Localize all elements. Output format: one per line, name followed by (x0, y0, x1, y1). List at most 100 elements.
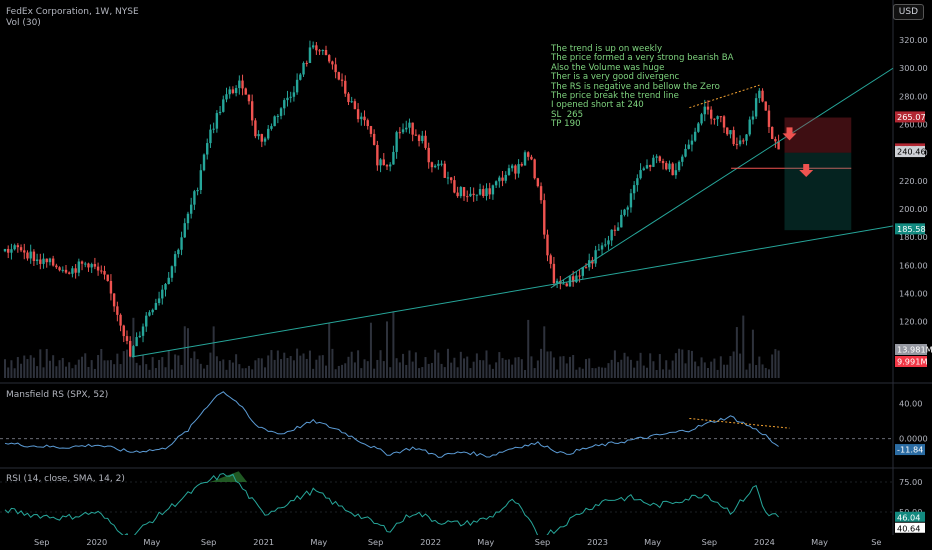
volume-bar (588, 358, 591, 378)
candle-body (135, 337, 138, 347)
volume-bar (337, 365, 340, 378)
candle-body (742, 140, 745, 142)
mansfield-rs-label[interactable]: Mansfield RS (SPX, 52) (6, 390, 109, 400)
candle-body (48, 258, 52, 263)
volume-bar (524, 369, 527, 378)
candle-body (382, 159, 385, 166)
volume-bar (267, 355, 270, 378)
volume-bar (125, 349, 128, 378)
candle-body (199, 170, 203, 191)
time-axis-tick: Sep (535, 537, 550, 547)
candle-body (141, 326, 145, 336)
candle-body (340, 79, 344, 81)
volume-bar (382, 361, 385, 378)
volume-bar (421, 367, 424, 378)
volume-bar (174, 354, 177, 378)
candle-body (372, 133, 376, 145)
candle-body (453, 180, 456, 193)
candle-body (517, 164, 520, 174)
volume-bar (135, 362, 138, 378)
candle-body (90, 264, 93, 268)
rsi-label[interactable]: RSI (14, close, SMA, 14, 2) (6, 474, 125, 484)
volume-bar (774, 349, 777, 378)
volume-bar (206, 364, 209, 378)
candle-body (690, 140, 694, 145)
candle-body (215, 113, 219, 129)
volume-bar (623, 352, 626, 378)
candle-body (299, 74, 302, 80)
candle-body (283, 100, 286, 109)
volume-bar (697, 366, 700, 378)
volume-bar (244, 368, 247, 378)
volume-bar (575, 369, 578, 378)
volume-bar (764, 367, 767, 378)
candle-body (639, 170, 642, 179)
candle-body (735, 144, 739, 146)
volume-bar (100, 348, 103, 378)
candle-body (145, 315, 148, 327)
candle-body (510, 165, 514, 169)
volume-bar (106, 360, 109, 378)
candle-body (661, 160, 665, 164)
volume-bar (398, 362, 401, 378)
candle-body (109, 280, 113, 294)
volume-bar (225, 369, 228, 378)
candle-body (594, 250, 597, 264)
candle-body (392, 151, 395, 165)
volume-bar (334, 369, 337, 378)
time-axis[interactable] (0, 535, 932, 550)
rs-series-line (4, 391, 779, 458)
volume-bar (742, 315, 745, 378)
currency-button[interactable]: USD (892, 4, 924, 20)
candle-body (604, 244, 607, 246)
candle-body (100, 270, 103, 272)
candle-body (437, 163, 440, 166)
volume-bar (446, 348, 449, 378)
stop-loss-zone[interactable] (784, 117, 852, 153)
volume-bar (16, 357, 19, 378)
candle-body (292, 92, 296, 97)
volume-bar (729, 356, 732, 378)
volume-bar (10, 360, 13, 378)
volume-bar (366, 361, 369, 378)
candle-body (475, 194, 479, 196)
volume-bar (270, 350, 273, 378)
volume-bar (649, 353, 652, 378)
candle-body (745, 134, 748, 141)
candle-body (533, 159, 536, 179)
candle-body (58, 267, 61, 271)
volume-bar (562, 356, 565, 378)
candle-body (302, 62, 305, 75)
candle-body (128, 340, 132, 357)
candle-body (584, 267, 588, 269)
candle-body (164, 284, 167, 290)
volume-bar (751, 329, 754, 378)
candle-body (19, 247, 23, 251)
candle-body (55, 265, 58, 268)
volume-bar (668, 369, 671, 378)
volume-bar (328, 323, 331, 378)
candle-body (344, 80, 347, 94)
candle-body (87, 263, 90, 268)
candle-body (186, 213, 190, 224)
volume-bar (308, 350, 311, 378)
rs-axis-tick: 40.00 (899, 399, 922, 409)
time-axis-tick: 2020 (86, 537, 107, 547)
volume-bar (116, 353, 119, 378)
volume-bar (373, 368, 376, 378)
volume-indicator-label[interactable]: Vol (30) (6, 18, 41, 28)
candle-body (35, 259, 39, 262)
volume-bar (129, 353, 132, 378)
take-profit-zone[interactable] (784, 152, 852, 231)
volume-bar (305, 358, 308, 378)
price-tag (895, 223, 925, 235)
candle-body (71, 268, 74, 274)
candle-body (93, 264, 97, 267)
volume-bar (254, 360, 257, 378)
candle-body (414, 134, 418, 136)
candle-body (581, 267, 584, 276)
candle-body (726, 127, 729, 135)
candle-body (77, 261, 81, 273)
candle-body (112, 293, 116, 307)
